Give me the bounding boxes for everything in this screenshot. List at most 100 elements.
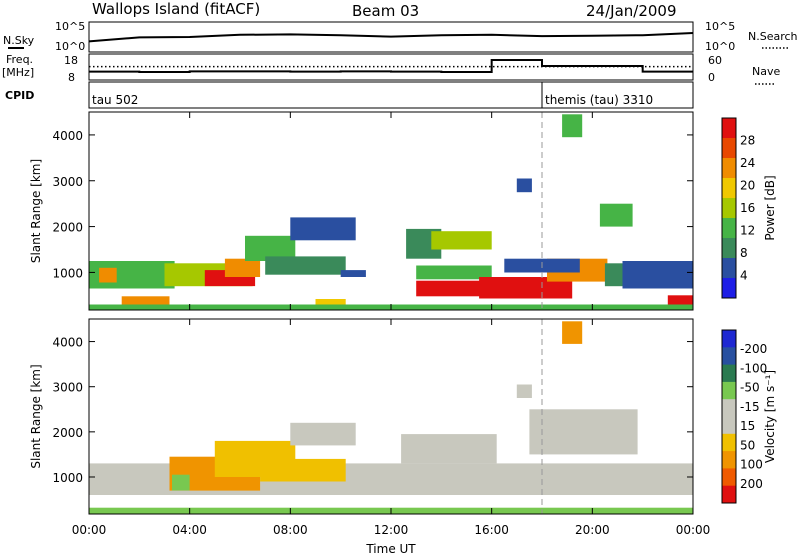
cpid-entry-label: themis (tau) 3310 <box>545 93 653 107</box>
colorbar-tick-label: -100 <box>740 361 767 375</box>
noise-tick-high-left: 10^5 <box>55 20 85 33</box>
colorbar-tick-label: 20 <box>740 179 755 193</box>
data-cell <box>599 203 633 227</box>
freq-line <box>89 59 693 73</box>
colorbar-tick-label: -200 <box>740 342 767 356</box>
data-cell <box>265 256 346 275</box>
data-cell <box>416 265 492 280</box>
data-cell <box>622 261 693 289</box>
nsearch-label: N.Search <box>748 30 798 43</box>
data-cell <box>99 267 117 283</box>
colorbar-swatch <box>722 416 736 435</box>
noise-tick-high-right: 10^5 <box>705 20 735 33</box>
colorbar-tick-label: 15 <box>740 419 755 433</box>
data-cell <box>479 277 573 299</box>
y-tick-label: 3000 <box>52 381 83 395</box>
data-cell <box>172 474 190 491</box>
data-cell <box>562 321 583 344</box>
x-tick-label: 04:00 <box>172 523 207 537</box>
colorbar-tick-label: 24 <box>740 156 755 170</box>
time-axis: 00:00 04:00 08:00 12:00 16:00 20:00 00:00 <box>72 523 711 537</box>
colorbar-tick-label: 4 <box>740 269 748 283</box>
velocity-colorbar: 200 100 50 15 -15 -50 -100 -200 Velocity [m s⁻¹] <box>721 329 777 504</box>
data-cell <box>562 114 583 138</box>
colorbar-tick-label: 28 <box>740 134 755 148</box>
data-cell <box>529 409 638 455</box>
data-cell <box>315 299 346 307</box>
colorbar-tick-label: -50 <box>740 381 760 395</box>
x-tick-label: 16:00 <box>474 523 509 537</box>
colorbar-swatch <box>722 258 736 279</box>
data-cell <box>401 434 497 464</box>
colorbar-swatch <box>722 381 736 400</box>
beam-label: Beam 03 <box>352 2 419 20</box>
y-tick-label: 2000 <box>52 426 83 440</box>
y-axis-label: Slant Range [km] <box>29 159 43 263</box>
time-axis-label: Time UT <box>365 542 416 554</box>
y-tick-label: 4000 <box>52 129 83 143</box>
colorbar-swatch <box>722 364 736 383</box>
colorbar-tick-label: 100 <box>740 458 763 472</box>
noise-tick-low-left: 10^0 <box>55 40 85 53</box>
data-cell <box>431 231 492 250</box>
colorbar-swatch <box>722 158 736 179</box>
nave-label: Nave <box>752 65 780 78</box>
station-title: Wallops Island (fitACF) <box>92 0 260 18</box>
data-cell <box>260 458 346 482</box>
y-tick-label: 1000 <box>52 471 83 485</box>
x-tick-label: 00:00 <box>72 523 107 537</box>
x-tick-label: 00:00 <box>676 523 711 537</box>
nsky-line <box>88 32 694 43</box>
colorbar-swatch <box>722 198 736 219</box>
cpid-entries: tau 502 themis (tau) 3310 <box>88 82 653 108</box>
colorbar-swatch <box>722 451 736 469</box>
nave-tick-low: 0 <box>708 71 715 84</box>
colorbar-tick-label: 200 <box>740 477 763 491</box>
data-cell <box>224 258 261 277</box>
y-tick-label: 3000 <box>52 175 83 189</box>
colorbar-swatch <box>722 468 736 487</box>
data-cell <box>516 384 532 398</box>
colorbar-tick-label: 16 <box>740 201 755 215</box>
freq-tick-low: 8 <box>68 71 75 84</box>
nave-tick-high: 60 <box>708 54 722 67</box>
data-cell <box>290 217 356 241</box>
colorbar-swatch <box>722 278 736 299</box>
freq-unit: [MHz] <box>2 66 34 79</box>
power-panel: 1000 2000 3000 4000 Slant Range [km] <box>29 111 694 311</box>
colorbar-swatch <box>722 138 736 159</box>
date-label: 24/Jan/2009 <box>586 2 677 20</box>
x-tick-label: 20:00 <box>575 523 610 537</box>
colorbar-swatch <box>722 433 736 452</box>
colorbar-swatch <box>722 178 736 199</box>
freq-label: Freq. <box>6 53 33 66</box>
colorbar-swatch <box>722 118 736 139</box>
colorbar-swatch <box>722 399 736 417</box>
nsky-label: N.Sky <box>3 34 35 47</box>
y-tick-label: 4000 <box>52 336 83 350</box>
cpid-label: CPID <box>5 89 34 102</box>
x-tick-label: 08:00 <box>273 523 308 537</box>
data-cell <box>340 270 366 277</box>
y-tick-label: 2000 <box>52 221 83 235</box>
colorbar-tick-label: 8 <box>740 246 748 260</box>
colorbar-swatch <box>722 238 736 259</box>
noise-panel-frame <box>88 21 694 53</box>
data-cell <box>667 295 693 307</box>
colorbar-tick-label: 12 <box>740 224 755 238</box>
colorbar-tick-label: 50 <box>740 438 755 452</box>
data-cell <box>121 296 170 307</box>
data-cell <box>516 178 532 193</box>
data-cell <box>290 422 356 446</box>
colorbar-frame <box>721 329 737 504</box>
y-axis-label: Slant Range [km] <box>29 364 43 468</box>
freq-tick-high: 18 <box>64 54 78 67</box>
colorbar-tick-label: -15 <box>740 400 760 414</box>
cpid-entry-label: tau 502 <box>92 93 138 107</box>
colorbar-swatch <box>722 485 736 504</box>
x-tick-label: 12:00 <box>374 523 409 537</box>
colorbar-frame <box>721 117 737 299</box>
data-cell <box>416 280 487 297</box>
noise-tick-low-right: 10^0 <box>705 40 735 53</box>
